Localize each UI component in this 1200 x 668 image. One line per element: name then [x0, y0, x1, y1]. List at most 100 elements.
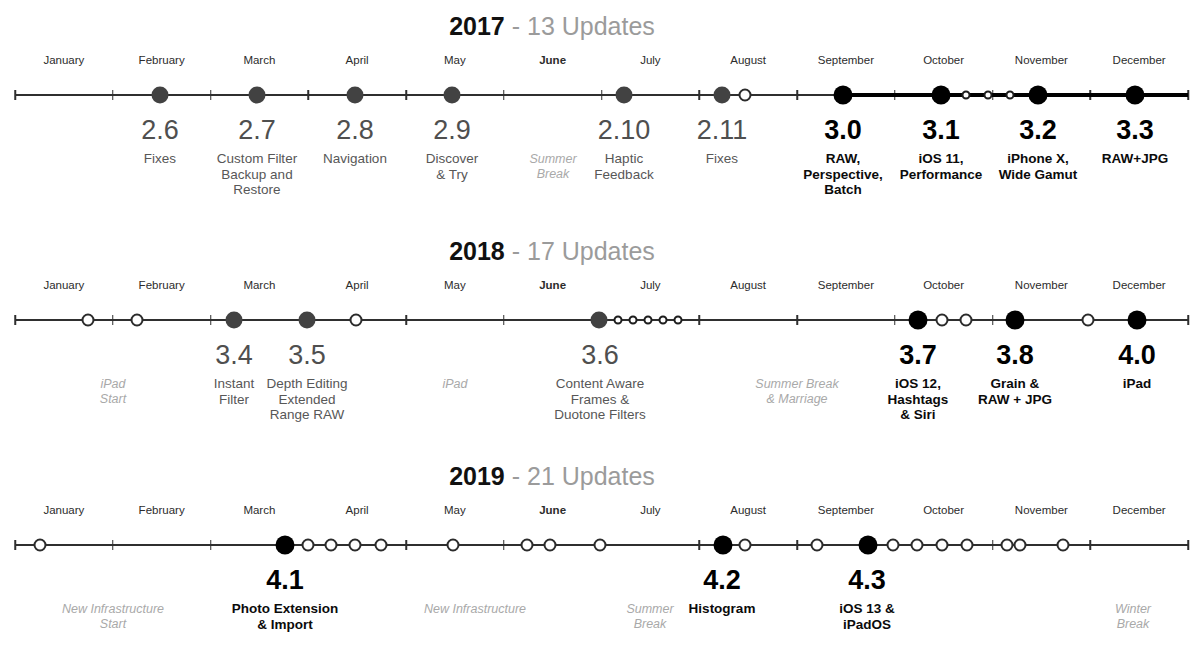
month-label: September	[818, 504, 874, 517]
update-dot-filled-black	[909, 311, 928, 330]
month-tick	[992, 540, 994, 550]
break-annotation-text: New Infrastructure	[424, 602, 526, 617]
update-dot-filled-gray	[591, 312, 608, 329]
version-text: Custom Filter Backup and Restore	[217, 151, 297, 198]
break-annotation-text: Summer Break	[529, 152, 576, 182]
version-text: iOS 12, Hashtags & Siri	[888, 376, 949, 423]
version-text: Instant Filter	[214, 376, 255, 407]
month-tick	[112, 315, 114, 325]
month-label: January	[43, 279, 84, 292]
month-label: December	[1113, 279, 1166, 292]
year-number: 2018	[449, 237, 505, 265]
update-dot-open	[544, 539, 557, 552]
update-dot-open-small	[984, 91, 993, 100]
update-dot-filled-gray	[444, 87, 461, 104]
update-dot-open	[594, 539, 607, 552]
version-label: 2.9Discover & Try	[426, 117, 479, 182]
update-dot-open	[739, 89, 752, 102]
app-update-timeline-infographic: 2017 - 13 Updates JanuaryFebruaryMarchAp…	[0, 0, 1200, 668]
update-dot-filled-black	[1029, 86, 1048, 105]
month-label: August	[730, 279, 766, 292]
version-number: 3.4	[214, 342, 255, 369]
version-text: Photo Extension & Import	[232, 601, 339, 632]
update-dot-open-small	[962, 91, 971, 100]
month-tick	[1187, 540, 1189, 550]
update-dot-open	[960, 314, 973, 327]
month-label: October	[923, 279, 964, 292]
version-label: 3.0RAW, Perspective, Batch	[803, 117, 883, 198]
year-section-2018: 2018 - 17 Updates JanuaryFebruaryMarchAp…	[0, 225, 1200, 450]
month-tick	[796, 315, 798, 325]
update-dot-open	[350, 314, 363, 327]
update-dot-open	[1001, 539, 1014, 552]
version-label: 4.2Histogram	[689, 567, 756, 617]
update-dot-open	[34, 539, 47, 552]
month-label: October	[923, 54, 964, 67]
update-dot-open	[349, 539, 362, 552]
month-tick	[699, 540, 701, 550]
month-label: July	[640, 279, 660, 292]
version-label: 4.0iPad	[1118, 342, 1156, 392]
month-label: January	[43, 504, 84, 517]
month-label: April	[346, 54, 369, 67]
update-dot-filled-black	[1126, 86, 1145, 105]
version-text: Navigation	[323, 151, 387, 167]
month-label: April	[346, 504, 369, 517]
year-number: 2019	[449, 462, 505, 490]
version-label: 3.3RAW+JPG	[1102, 117, 1168, 167]
month-tick	[699, 315, 701, 325]
version-text: Grain & RAW + JPG	[978, 376, 1052, 407]
month-tick	[992, 315, 994, 325]
update-dot-filled-gray	[226, 312, 243, 329]
version-label: 2.6Fixes	[141, 117, 179, 167]
update-dot-filled-gray	[299, 312, 316, 329]
month-tick	[210, 90, 212, 100]
month-label: July	[640, 54, 660, 67]
break-annotation: New Infrastructure Start	[62, 602, 164, 632]
update-dot-open	[1082, 314, 1095, 327]
update-dot-open	[739, 539, 752, 552]
update-dot-open-small	[629, 316, 638, 325]
version-number: 3.1	[900, 117, 983, 144]
update-dot-open	[82, 314, 95, 327]
version-number: 3.5	[266, 342, 347, 369]
month-tick	[405, 315, 407, 325]
month-label: October	[923, 504, 964, 517]
month-tick	[112, 540, 114, 550]
version-number: 3.3	[1102, 117, 1168, 144]
version-text: Haptic Feedback	[594, 151, 653, 182]
month-tick	[601, 90, 603, 100]
month-tick	[14, 90, 16, 100]
month-label: November	[1015, 504, 1068, 517]
month-label: August	[730, 504, 766, 517]
update-dot-open	[1014, 539, 1027, 552]
month-tick	[1187, 315, 1189, 325]
month-tick	[894, 315, 896, 325]
break-annotation: Summer Break	[529, 152, 576, 182]
version-number: 4.3	[839, 567, 895, 594]
update-dot-open	[375, 539, 388, 552]
version-number: 2.10	[594, 117, 653, 144]
version-label: 3.2iPhone X, Wide Gamut	[999, 117, 1078, 182]
month-label: December	[1113, 54, 1166, 67]
month-tick	[503, 540, 505, 550]
break-annotation: Summer Break & Marriage	[755, 377, 838, 407]
version-text: RAW, Perspective, Batch	[803, 151, 883, 198]
update-dot-open	[936, 539, 949, 552]
month-label: November	[1015, 279, 1068, 292]
version-label: 2.8Navigation	[323, 117, 387, 167]
version-text: Discover & Try	[426, 151, 479, 182]
year-section-2019: 2019 - 21 Updates JanuaryFebruaryMarchAp…	[0, 450, 1200, 668]
version-label: 2.10 Haptic Feedback	[594, 117, 653, 182]
month-label: May	[444, 279, 466, 292]
version-label: 3.5Depth Editing Extended Range RAW	[266, 342, 347, 423]
month-tick	[210, 540, 212, 550]
update-dot-open	[1057, 539, 1070, 552]
month-tick	[503, 315, 505, 325]
version-text: iOS 13 & iPadOS	[839, 601, 895, 632]
version-label: 3.1iOS 11, Performance	[900, 117, 983, 182]
break-annotation: Summer Break	[626, 602, 673, 632]
month-tick	[503, 90, 505, 100]
break-annotation: Winter Break	[1115, 602, 1151, 632]
update-dot-filled-black	[859, 536, 878, 555]
